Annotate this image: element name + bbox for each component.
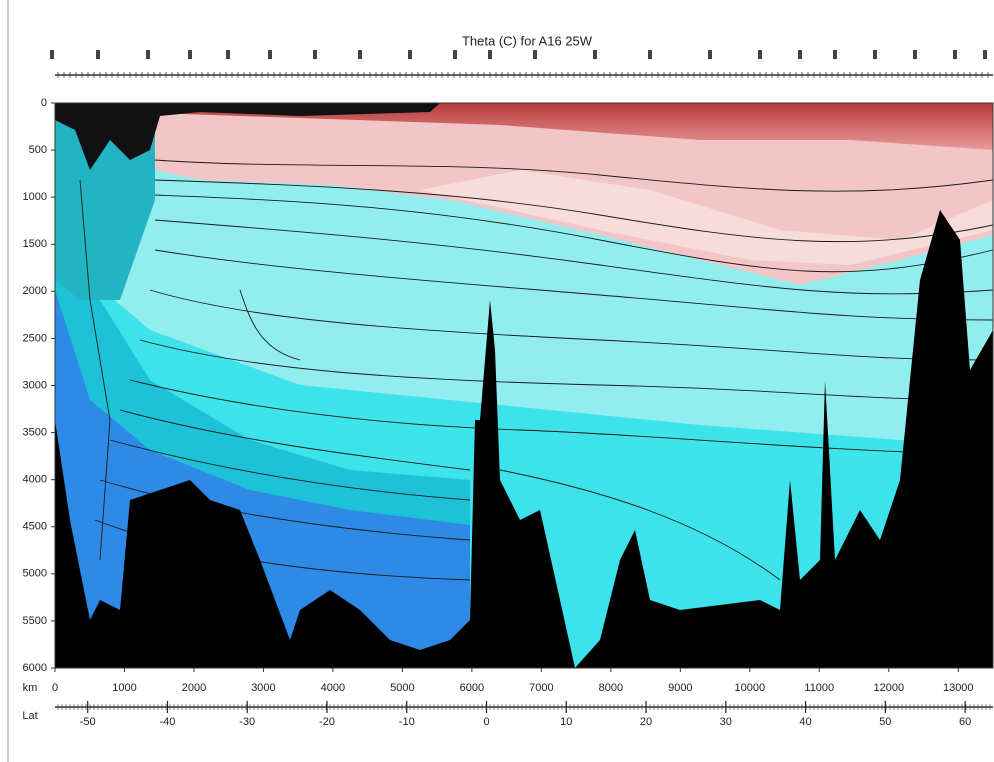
x2-axis-label: Lat	[22, 710, 37, 722]
x-tick-label: 1000	[112, 682, 136, 694]
x-tick-label: 6000	[460, 682, 484, 694]
x-tick-label: 9000	[668, 682, 692, 694]
contour-line	[99, 479, 471, 541]
x2-tick-label: -10	[399, 716, 415, 728]
station-marker	[313, 50, 317, 59]
y-tick-label: 1500	[23, 238, 47, 250]
x-tick-label: 8000	[599, 682, 623, 694]
x-tick-label: 10000	[735, 682, 766, 694]
station-marker	[833, 50, 837, 59]
contour-line	[154, 249, 994, 321]
station-marker	[408, 50, 412, 59]
x-axis-label: km	[23, 682, 38, 694]
contour-line	[499, 469, 781, 581]
y-tick-label: 3000	[23, 379, 47, 391]
station-marker	[96, 50, 100, 59]
x2-tick-label: 60	[959, 716, 971, 728]
y-tick-label: 6000	[23, 662, 47, 674]
x-tick-label: 4000	[321, 682, 345, 694]
contour-line	[154, 194, 994, 273]
station-marker	[50, 50, 54, 59]
contour-line	[119, 409, 471, 471]
station-marker	[758, 50, 762, 59]
y-tick-label: 2500	[23, 332, 47, 344]
contours	[79, 159, 994, 581]
station-marker	[358, 50, 362, 59]
y-tick-label: 5000	[23, 568, 47, 580]
bathymetry	[55, 210, 993, 668]
y-tick-label: 2000	[23, 285, 47, 297]
x-tick-label: 2000	[182, 682, 206, 694]
x2-tick-label: 0	[483, 716, 489, 728]
x-tick-label: 12000	[873, 682, 904, 694]
surface-dense-contours	[55, 103, 440, 170]
contour-line	[109, 439, 471, 501]
x2-tick-label: -30	[239, 716, 255, 728]
contour-line	[154, 179, 994, 243]
x2-tick-label: -40	[160, 716, 176, 728]
station-marker	[983, 50, 987, 59]
station-marker	[593, 50, 597, 59]
y-tick-label: 0	[41, 97, 47, 109]
x-tick-label: 5000	[390, 682, 414, 694]
station-marker	[648, 50, 652, 59]
station-marker	[488, 50, 492, 59]
station-marker	[188, 50, 192, 59]
station-marker	[798, 50, 802, 59]
y-tick-label: 4000	[23, 474, 47, 486]
x-tick-label: 7000	[529, 682, 553, 694]
station-marker	[913, 50, 917, 59]
region-surface	[155, 103, 993, 150]
x2-tick-label: -20	[319, 716, 335, 728]
y-tick-label: 5500	[23, 615, 47, 627]
x2-tick-label: 10	[560, 716, 572, 728]
x-tick-label: 13000	[943, 682, 974, 694]
x-tick-label: 3000	[251, 682, 275, 694]
contour-line	[154, 219, 994, 295]
station-marker	[873, 50, 877, 59]
x2-tick-label: 40	[799, 716, 811, 728]
x2-tick-label: 20	[640, 716, 652, 728]
y-tick-label: 500	[29, 144, 47, 156]
contour-line	[149, 289, 994, 361]
station-marker	[533, 50, 537, 59]
contour-line	[79, 179, 111, 561]
x-tick-label: 0	[52, 682, 58, 694]
station-marker	[146, 50, 150, 59]
y-tick-label: 1000	[23, 191, 47, 203]
x2-tick-label: -50	[80, 716, 96, 728]
station-marker	[453, 50, 457, 59]
contour-line	[139, 339, 994, 401]
y-tick-label: 4500	[23, 521, 47, 533]
x2-tick-label: 30	[720, 716, 732, 728]
x2-tick-label: 50	[879, 716, 891, 728]
y-tick-label: 3500	[23, 426, 47, 438]
chart-title: Theta (C) for A16 25W	[462, 33, 593, 48]
contour-line	[239, 289, 301, 361]
x-tick-label: 11000	[804, 682, 834, 694]
station-marker	[268, 50, 272, 59]
contour-line	[129, 379, 994, 456]
station-marker	[708, 50, 712, 59]
station-marker	[953, 50, 957, 59]
station-marker	[226, 50, 230, 59]
contour-line	[154, 159, 994, 192]
